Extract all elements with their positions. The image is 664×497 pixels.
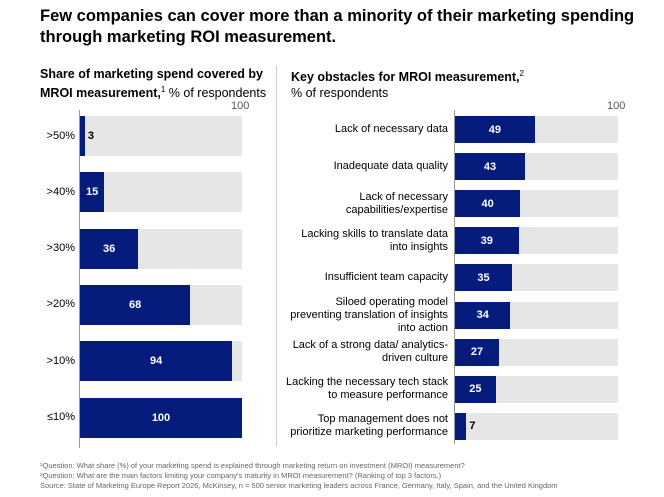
value-label: 7 xyxy=(469,420,476,433)
left-axis-max: 100 xyxy=(231,100,250,112)
track xyxy=(80,116,242,156)
right-axis-line xyxy=(454,110,455,444)
value-label: 40 xyxy=(481,197,494,210)
value-label: 68 xyxy=(128,298,142,311)
category-label: Insufficient team capacity xyxy=(324,271,448,284)
category-label: Lack of necessary data xyxy=(334,123,448,135)
category-label: Lack of a strong data/ analytics-driven … xyxy=(292,339,448,365)
bar xyxy=(80,341,233,382)
bar xyxy=(455,227,519,255)
category-label: Inadequate data quality xyxy=(333,160,448,173)
left-title-bold: Share of marketing spend covered by MROI… xyxy=(40,67,263,101)
footnote-2: ²Question: What are the main factors lim… xyxy=(40,471,442,480)
category-label: >10% xyxy=(46,354,75,367)
value-label: 94 xyxy=(150,355,163,368)
right-chart-title: Key obstacles for MROI measurement,2 % of… xyxy=(291,66,591,101)
footnote-1: ¹Question: What share (%) of your market… xyxy=(40,461,465,470)
left-title-rest: % of respondents xyxy=(165,86,267,101)
right-axis-max: 100 xyxy=(607,100,626,112)
right-title-bold: Key obstacles for MROI measurement, xyxy=(291,70,520,85)
page-title: Few companies can cover more than a mino… xyxy=(40,7,635,46)
category-label: Top management does not prioritize marke… xyxy=(290,413,448,439)
track xyxy=(455,412,618,440)
left-axis-line xyxy=(79,110,80,448)
left-title-sup: 1 xyxy=(160,85,166,94)
category-label: >30% xyxy=(46,242,75,255)
category-label: >40% xyxy=(46,185,75,198)
category-label: Lack of necessary capabilities/expertise xyxy=(345,190,448,216)
bar xyxy=(455,116,535,143)
bar xyxy=(80,116,85,156)
bar xyxy=(80,284,191,325)
right-title-sup: 2 xyxy=(519,69,524,78)
category-label: Siloed operating model preventing transl… xyxy=(290,295,448,334)
value-label: 49 xyxy=(488,123,502,136)
left-chart-title: Share of marketing spend covered by MROI… xyxy=(40,66,275,101)
value-label: 34 xyxy=(476,309,489,321)
divider xyxy=(276,66,277,446)
right-title-rest: % of respondents xyxy=(291,86,389,101)
bar xyxy=(455,412,467,440)
value-label: 27 xyxy=(470,346,484,359)
bar xyxy=(455,153,526,181)
category-label: Lacking the necessary tech stack to meas… xyxy=(285,376,448,402)
bar xyxy=(80,228,139,269)
category-label: Lacking skills to translate data into in… xyxy=(301,227,448,253)
track xyxy=(80,172,242,213)
bar xyxy=(455,190,521,218)
bar xyxy=(455,375,496,403)
value-label: 35 xyxy=(477,271,490,284)
bar xyxy=(455,264,513,292)
bar xyxy=(455,301,511,329)
value-label: 39 xyxy=(480,234,493,247)
bar xyxy=(80,397,242,438)
source-note: Source: State of Marketing Europe Report… xyxy=(40,481,558,490)
footnotes: ¹Question: What share (%) of your market… xyxy=(40,461,558,491)
value-label: 100 xyxy=(151,411,171,424)
value-label: 36 xyxy=(103,242,116,255)
category-label: ≤10% xyxy=(46,411,75,423)
category-label: >50% xyxy=(46,129,75,142)
value-label: 15 xyxy=(86,186,99,199)
value-label: 3 xyxy=(87,130,94,142)
value-label: 25 xyxy=(469,383,482,396)
bar xyxy=(455,338,499,366)
bar xyxy=(80,172,105,213)
value-label: 43 xyxy=(483,160,497,173)
category-label: >20% xyxy=(46,298,75,311)
